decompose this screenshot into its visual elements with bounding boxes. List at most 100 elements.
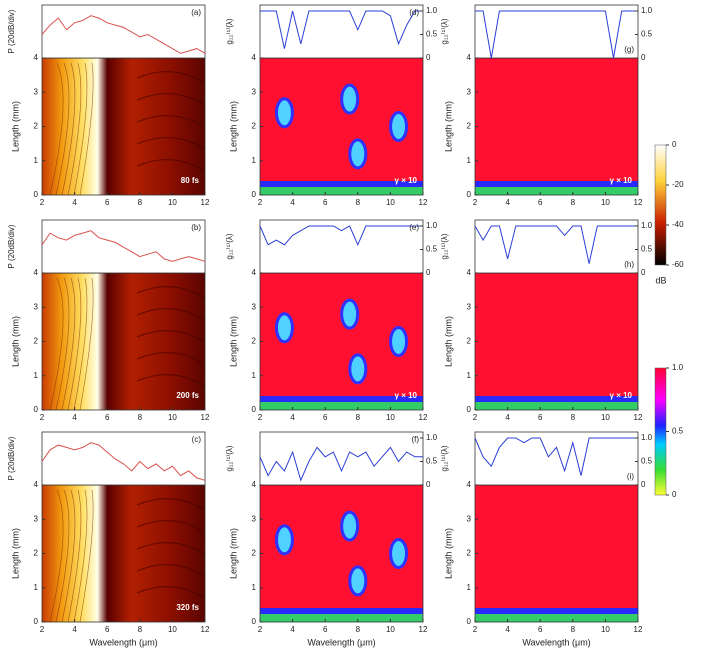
top-tick-label: 1.0: [426, 221, 438, 230]
x-tick-label: 12: [419, 198, 428, 207]
top-ylabel: g₁₂⁽¹⁾(λ): [225, 18, 234, 45]
xlabel: Wavelength (μm): [522, 637, 590, 647]
y-tick-label: 1: [34, 583, 39, 592]
y-tick-label: 0: [252, 405, 257, 414]
fringe: [55, 489, 70, 623]
y-tick-label: 4: [467, 268, 472, 277]
fringe: [136, 330, 206, 343]
y-tick-label: 4: [34, 480, 39, 489]
top-frame: [474, 219, 639, 274]
x-tick-label: 12: [201, 198, 210, 207]
fringe: [136, 115, 206, 128]
ylabel: Length (mm): [10, 101, 20, 152]
y-tick-label: 1: [467, 371, 472, 380]
top-tick-label: 0.5: [641, 30, 653, 39]
x-tick-label: 2: [40, 198, 45, 207]
x-tick-label: 6: [105, 413, 110, 422]
y-tick-label: 4: [252, 268, 257, 277]
top-tick-label: 0.5: [641, 245, 653, 254]
panel-letter: (a): [191, 8, 201, 17]
y-tick-label: 0: [467, 617, 472, 626]
y-tick-label: 3: [467, 87, 472, 96]
x-tick-label: 4: [72, 413, 77, 422]
y-tick-label: 2: [252, 337, 257, 346]
fringe: [136, 93, 206, 106]
fringe: [136, 374, 206, 387]
x-tick-label: 12: [634, 413, 643, 422]
y-tick-label: 0: [467, 405, 472, 414]
heatmap-blob: [389, 326, 409, 357]
x-tick-label: 2: [258, 198, 263, 207]
top-tick-label: 1.0: [426, 433, 438, 442]
y-tick-label: 2: [252, 549, 257, 558]
top-frame: [259, 4, 424, 59]
fringe: [136, 286, 206, 299]
colorbar-tick-label: -40: [672, 220, 684, 229]
y-tick-label: 2: [467, 122, 472, 131]
top-ylabel: g₁₂⁽¹⁾(λ): [440, 445, 449, 472]
top-ylabel: P (20dB/div): [7, 436, 16, 480]
top-tick-label: 0: [641, 480, 646, 489]
y-tick-label: 2: [34, 122, 39, 131]
y-tick-label: 1: [34, 156, 39, 165]
top-frame: [41, 431, 206, 486]
x-tick-label: 10: [168, 413, 177, 422]
fringe: [136, 137, 206, 150]
fringe: [67, 489, 82, 623]
x-tick-label: 8: [571, 625, 576, 634]
heatmap: [475, 58, 638, 195]
x-tick-label: 8: [571, 413, 576, 422]
y-tick-label: 1: [252, 156, 257, 165]
panel-letter: (i): [627, 472, 634, 481]
x-tick-label: 10: [601, 413, 610, 422]
heatmap-band: [260, 187, 423, 195]
top-tick-label: 0.5: [641, 457, 653, 466]
y-tick-label: 3: [467, 302, 472, 311]
top-tick-label: 0: [426, 53, 431, 62]
fringe: [79, 277, 94, 411]
fringe: [136, 71, 206, 84]
y-tick-label: 0: [467, 190, 472, 199]
fringe: [67, 277, 82, 411]
y-tick-label: 1: [252, 583, 257, 592]
heatmap: [475, 485, 638, 622]
panel-letter: (f): [411, 435, 419, 444]
y-tick-label: 3: [34, 514, 39, 523]
x-tick-label: 8: [138, 198, 143, 207]
annotation: 200 fs: [176, 391, 199, 400]
y-tick-label: 3: [34, 302, 39, 311]
y-tick-label: 1: [467, 156, 472, 165]
x-tick-label: 4: [505, 625, 510, 634]
top-ylabel: g₁₂⁽¹⁾(λ): [225, 233, 234, 260]
fringe: [55, 277, 70, 411]
x-tick-label: 2: [473, 198, 478, 207]
x-tick-label: 10: [601, 625, 610, 634]
x-tick-label: 6: [538, 625, 543, 634]
top-tick-label: 0: [426, 480, 431, 489]
y-tick-label: 3: [252, 514, 257, 523]
y-tick-label: 2: [252, 122, 257, 131]
heatmap-blob: [340, 83, 360, 115]
x-tick-label: 6: [105, 198, 110, 207]
top-frame: [259, 219, 424, 274]
y-tick-label: 3: [467, 514, 472, 523]
fringe: [136, 352, 206, 365]
x-tick-label: 6: [538, 198, 543, 207]
xlabel: Wavelength (μm): [307, 637, 375, 647]
x-tick-label: 2: [258, 625, 263, 634]
y-tick-label: 0: [34, 617, 39, 626]
top-tick-label: 1.0: [641, 221, 653, 230]
x-tick-label: 8: [356, 625, 361, 634]
x-tick-label: 2: [258, 413, 263, 422]
x-tick-label: 4: [505, 413, 510, 422]
fringe: [79, 489, 94, 623]
y-tick-label: 4: [252, 53, 257, 62]
y-tick-label: 3: [34, 87, 39, 96]
panel-letter: (g): [624, 45, 634, 54]
ylabel: Length (mm): [443, 316, 453, 367]
y-tick-label: 2: [467, 549, 472, 558]
top-tick-label: 0.5: [426, 245, 438, 254]
y-tick-label: 1: [252, 371, 257, 380]
x-tick-label: 6: [323, 625, 328, 634]
